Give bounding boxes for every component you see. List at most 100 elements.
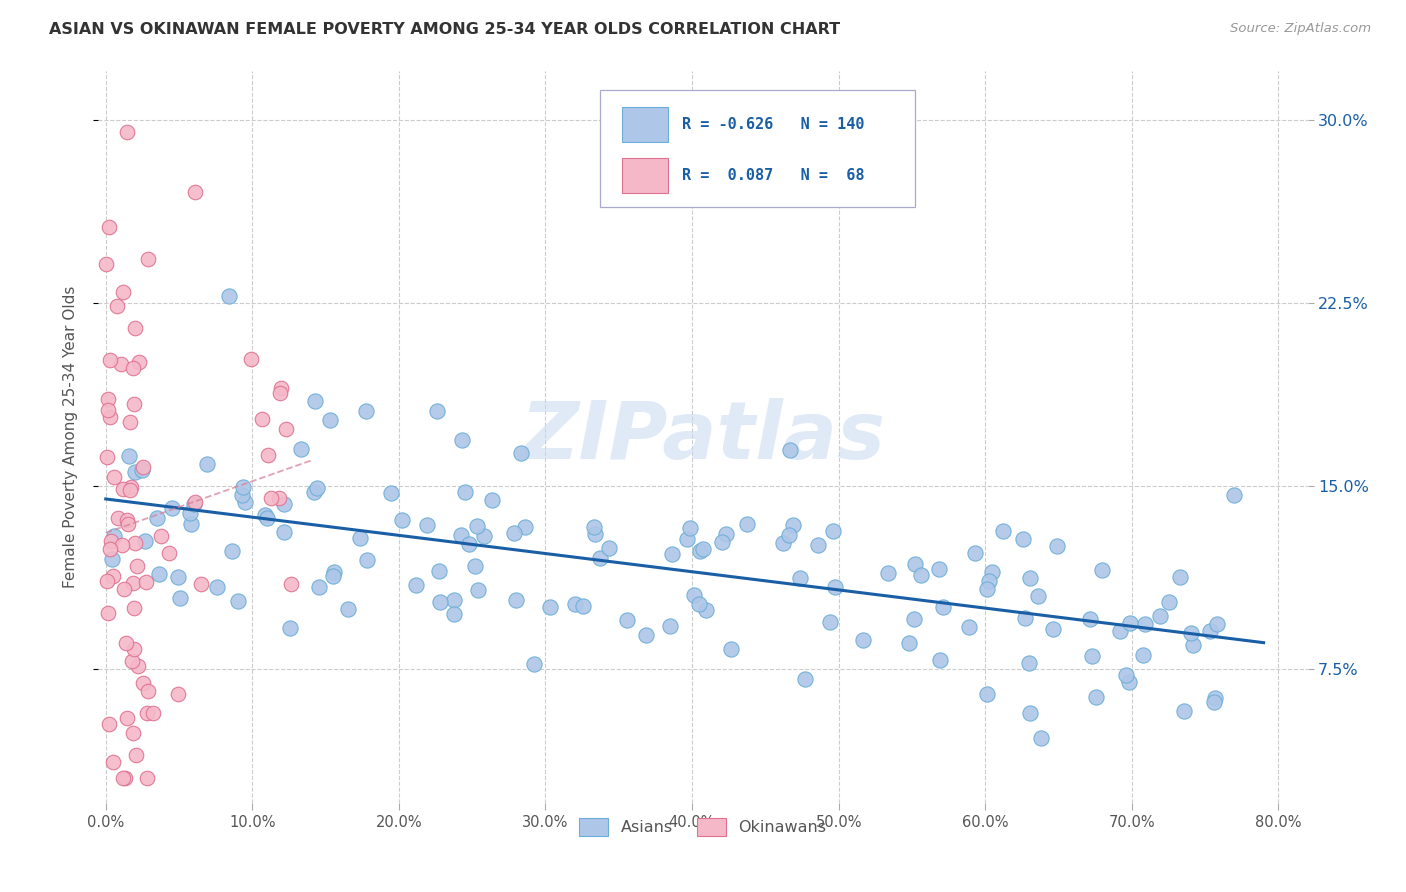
Point [274, 422, 297, 436]
Point [678, 521, 700, 535]
Point [118, 483, 141, 497]
Point [737, 517, 759, 532]
Point [180, 516, 202, 531]
Point [115, 513, 138, 527]
Point [131, 463, 153, 477]
Point [959, 620, 981, 634]
Point [304, 394, 326, 409]
Point [103, 470, 125, 484]
Point [125, 748, 148, 763]
Point [1135, 617, 1157, 632]
Point [179, 506, 201, 520]
Point [120, 415, 142, 429]
Point [136, 772, 159, 786]
Point [356, 553, 378, 567]
Point [117, 710, 139, 724]
Point [136, 252, 159, 267]
Point [772, 535, 794, 549]
Point [132, 675, 155, 690]
Point [146, 511, 169, 525]
Point [720, 642, 742, 657]
Point [1042, 623, 1064, 637]
Point [1181, 639, 1204, 653]
Point [481, 493, 503, 508]
Point [661, 547, 683, 561]
Point [184, 185, 207, 199]
Point [616, 613, 638, 627]
Point [97, 392, 120, 406]
Point [634, 628, 657, 642]
Point [232, 480, 254, 494]
Point [688, 597, 710, 611]
Point [904, 557, 927, 571]
Text: R =  0.087   N =  68: R = 0.087 N = 68 [682, 168, 865, 183]
Point [782, 518, 804, 533]
Point [128, 355, 150, 369]
Point [105, 299, 128, 313]
Point [356, 404, 378, 418]
Point [98, 409, 121, 424]
Point [823, 524, 845, 538]
Point [1018, 706, 1040, 721]
Point [1118, 674, 1140, 689]
Point [588, 551, 610, 566]
Point [111, 538, 134, 552]
Point [122, 397, 145, 411]
Point [464, 558, 486, 573]
Point [818, 615, 841, 629]
Point [101, 569, 124, 583]
Point [1173, 704, 1195, 718]
Point [233, 495, 256, 509]
Point [157, 546, 180, 560]
Text: ZIPatlas: ZIPatlas [520, 398, 886, 476]
Point [1223, 488, 1246, 502]
Point [583, 527, 606, 541]
Bar [621, 158, 668, 193]
Point [97, 717, 120, 731]
Point [167, 687, 190, 701]
Point [572, 599, 595, 614]
Point [349, 531, 371, 545]
Point [976, 582, 998, 597]
Point [120, 480, 142, 494]
Point [714, 527, 737, 541]
Point [380, 485, 402, 500]
Point [1081, 648, 1104, 663]
Point [195, 457, 218, 471]
Point [269, 386, 291, 401]
Point [135, 575, 157, 590]
Point [98, 353, 121, 368]
Y-axis label: Female Poverty Among 25-34 Year Olds: Female Poverty Among 25-34 Year Olds [63, 286, 77, 588]
Point [1014, 610, 1036, 624]
Point [103, 529, 125, 543]
Point [711, 535, 734, 549]
Point [977, 574, 1000, 588]
Point [112, 582, 135, 596]
Point [513, 520, 536, 534]
Point [931, 599, 953, 614]
Point [96, 574, 118, 588]
Point [695, 603, 717, 617]
Bar [621, 107, 668, 143]
Point [429, 595, 451, 609]
Point [218, 288, 240, 302]
Point [115, 636, 138, 650]
Point [96, 606, 118, 620]
Point [337, 602, 360, 616]
Point [270, 381, 292, 395]
Point [564, 597, 586, 611]
Point [190, 576, 212, 591]
Point [443, 593, 465, 607]
Point [824, 580, 846, 594]
Point [121, 576, 143, 591]
Point [1091, 563, 1114, 577]
Point [789, 571, 811, 585]
Point [1018, 656, 1040, 670]
Point [107, 511, 129, 525]
Point [307, 482, 329, 496]
Point [97, 403, 120, 417]
Point [221, 544, 243, 558]
Point [124, 465, 146, 479]
Point [240, 352, 263, 367]
Point [510, 446, 533, 460]
